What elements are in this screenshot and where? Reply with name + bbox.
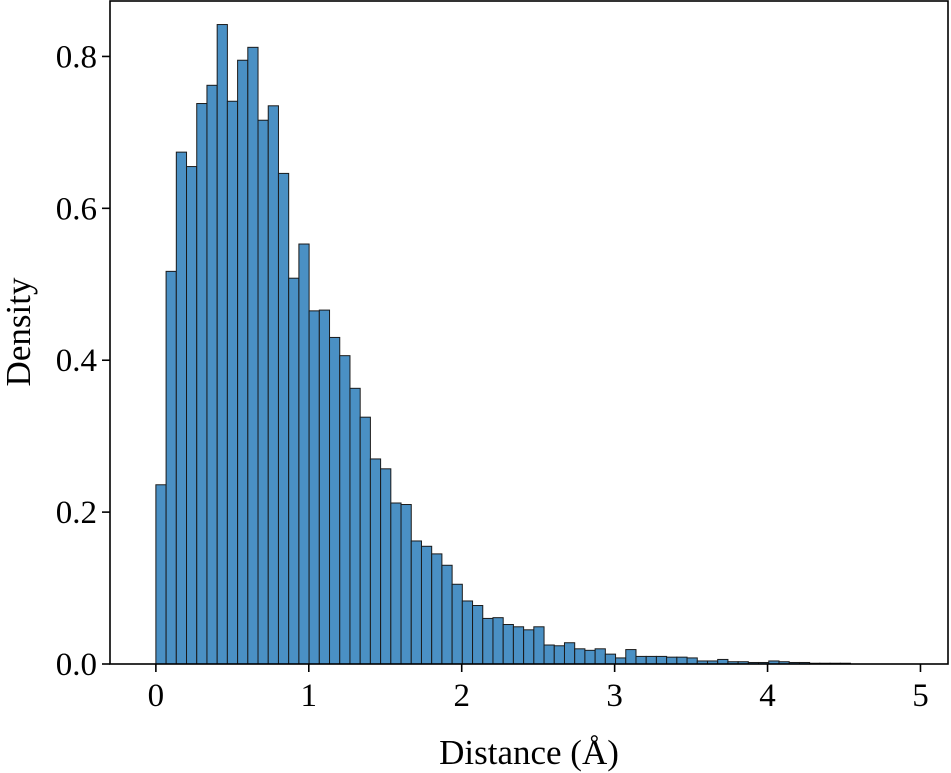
histogram-bar [349,387,361,665]
x-tick-label: 1 [301,678,318,714]
histogram-bar [645,655,657,665]
y-tick-label: 0.0 [56,647,97,683]
histogram-bar [625,649,637,665]
histogram-bar [482,617,494,665]
histogram-bar [267,105,279,665]
x-tick-label: 2 [453,678,470,714]
histogram-bar [492,617,504,665]
histogram-bar [247,46,259,665]
histogram-bar [410,540,422,665]
histogram-bar [400,504,412,665]
x-axis-ticks: 0 1 2 3 4 5 [148,664,929,714]
x-tick-label: 3 [606,678,623,714]
y-axis-label: Density [0,277,38,386]
histogram-bar [380,468,392,665]
histogram-bar [523,629,535,665]
histogram-bar [155,484,167,665]
x-tick-label: 5 [912,678,929,714]
histogram-bars [155,24,852,665]
histogram-bar [655,655,668,665]
histogram-bar [666,656,678,665]
histogram-bar [257,119,269,665]
histogram-bar [277,172,290,665]
histogram-bar [318,309,331,665]
histogram-bar [359,416,371,665]
y-tick-label: 0.2 [56,495,97,531]
histogram-bar [175,151,188,665]
y-axis-ticks: 0.0 0.2 0.4 0.6 0.8 [56,39,110,683]
plot-frame [109,0,949,665]
histogram-bar [339,355,351,665]
histogram-bar [584,649,596,665]
histogram-bar [237,59,249,665]
histogram-bar [420,545,433,665]
histogram-bar [329,336,341,665]
histogram-bar [563,642,576,665]
x-tick-label: 0 [148,678,165,714]
histogram-bar [553,645,565,665]
histogram-bar [615,657,627,665]
histogram-bar [451,583,463,665]
histogram-bar [390,502,402,665]
histogram-bar [502,624,514,665]
histogram-bar [472,605,484,665]
histogram-bar [461,600,474,665]
histogram-bar [308,310,320,665]
histogram-bar [216,24,228,665]
histogram-bar [543,644,555,665]
histogram-bar [441,564,453,665]
histogram-bar [298,243,310,665]
histogram-bar [686,657,698,665]
histogram-bar [533,626,545,665]
histogram-bar [206,84,218,665]
histogram-bar [165,270,177,665]
x-tick-label: 4 [759,678,776,714]
histogram-bar [676,656,688,665]
histogram-bar [288,277,300,665]
histogram-bar [186,166,198,665]
histogram-bar [604,653,617,665]
histogram-bar [196,103,208,665]
y-tick-label: 0.6 [56,191,97,227]
histogram-bar [635,655,647,665]
histogram-bar [512,626,525,665]
histogram-bar [369,458,382,665]
histogram-bar [574,648,586,665]
histogram-bar [226,100,239,665]
histogram-bar [594,648,606,665]
histogram-bar [431,553,443,665]
y-tick-label: 0.4 [56,343,97,379]
y-tick-label: 0.8 [56,39,97,75]
x-axis-label: Distance (Å) [439,733,619,772]
